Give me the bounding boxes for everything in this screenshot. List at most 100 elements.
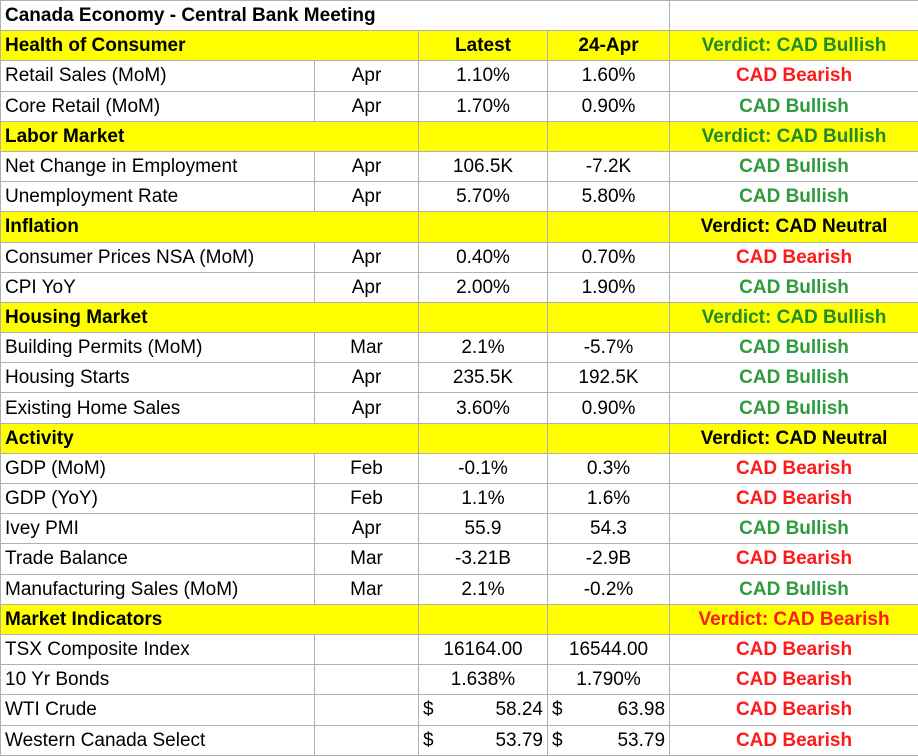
signal-cell: CAD Bullish — [669, 90, 918, 122]
section-verdict: Verdict: CAD Bullish — [669, 301, 918, 334]
column-header-latest: Latest — [418, 30, 548, 62]
previous-value: -2.9B — [546, 543, 671, 575]
previous-value: 192.5K — [546, 362, 671, 394]
period-cell — [314, 664, 419, 696]
period-cell: Apr — [314, 362, 419, 394]
currency-symbol: $ — [423, 699, 434, 721]
section-blank-cell — [418, 211, 548, 243]
section-blank-cell — [546, 422, 671, 454]
section-title: Housing Market — [0, 301, 419, 334]
indicator-name: Core Retail (MoM) — [0, 90, 315, 122]
signal-cell: CAD Bullish — [669, 150, 918, 183]
previous-value: 1.60% — [546, 60, 671, 92]
section-header-row: Activity Verdict: CAD Neutral — [0, 422, 918, 454]
indicator-name: Western Canada Select — [0, 724, 315, 756]
table-row: 10 Yr Bonds 1.638% 1.790% CAD Bearish — [0, 664, 918, 696]
section-header-row: Health of Consumer Latest 24-Apr Verdict: C… — [0, 30, 918, 62]
indicator-name: Trade Balance — [0, 543, 315, 575]
signal-cell: CAD Bearish — [669, 664, 918, 696]
previous-value: 0.90% — [546, 392, 671, 424]
table-row: Housing Starts Apr 235.5K 192.5K CAD Bullish — [0, 362, 918, 394]
latest-value: 1.10% — [418, 60, 548, 92]
signal-cell: CAD Bearish — [669, 543, 918, 575]
section-header-row: Inflation Verdict: CAD Neutral — [0, 211, 918, 243]
table-row: Ivey PMI Apr 55.9 54.3 CAD Bullish — [0, 513, 918, 545]
signal-cell: CAD Bearish — [669, 60, 918, 92]
previous-value: 0.3% — [546, 452, 671, 485]
period-cell: Mar — [314, 332, 419, 364]
section-title: Inflation — [0, 211, 419, 243]
signal-cell: CAD Bearish — [669, 452, 918, 485]
table-row: Western Canada Select $53.79 $53.79 CAD Bea… — [0, 724, 918, 756]
latest-value: 2.00% — [418, 271, 548, 303]
title-row: Canada Economy - Central Bank Meeting — [0, 0, 918, 32]
indicator-name: GDP (YoY) — [0, 482, 315, 515]
latest-value: -3.21B — [418, 543, 548, 575]
signal-cell: CAD Bearish — [669, 241, 918, 273]
signal-cell: CAD Bullish — [669, 513, 918, 545]
period-cell: Apr — [314, 150, 419, 183]
table-row: Net Change in Employment Apr 106.5K -7.2K CA… — [0, 150, 918, 183]
table-row: CPI YoY Apr 2.00% 1.90% CAD Bullish — [0, 271, 918, 303]
latest-value: 2.1% — [418, 573, 548, 605]
section-verdict: Verdict: CAD Bearish — [669, 603, 918, 635]
table-row: GDP (YoY) Feb 1.1% 1.6% CAD Bearish — [0, 482, 918, 515]
table-row: Retail Sales (MoM) Apr 1.10% 1.60% CAD Beari… — [0, 60, 918, 92]
table-row: Manufacturing Sales (MoM) Mar 2.1% -0.2% CAD… — [0, 573, 918, 605]
section-header-row: Labor Market Verdict: CAD Bullish — [0, 120, 918, 152]
indicator-name: Existing Home Sales — [0, 392, 315, 424]
period-cell: Mar — [314, 573, 419, 605]
table-row: TSX Composite Index 16164.00 16544.00 CAD B… — [0, 633, 918, 666]
period-cell — [314, 633, 419, 666]
latest-value: 1.638% — [418, 664, 548, 696]
indicator-name: 10 Yr Bonds — [0, 664, 315, 696]
section-blank-cell — [418, 301, 548, 334]
signal-cell: CAD Bearish — [669, 482, 918, 515]
signal-cell: CAD Bearish — [669, 694, 918, 726]
table-row: Building Permits (MoM) Mar 2.1% -5.7% CAD Bu… — [0, 332, 918, 364]
latest-value: 55.9 — [418, 513, 548, 545]
previous-value: 5.80% — [546, 181, 671, 213]
latest-value-cell: $58.24 — [418, 694, 548, 726]
table-row: Core Retail (MoM) Apr 1.70% 0.90% CAD Bullis… — [0, 90, 918, 122]
section-blank-cell — [546, 211, 671, 243]
indicator-name: Ivey PMI — [0, 513, 315, 545]
latest-value: 1.70% — [418, 90, 548, 122]
currency-symbol: $ — [552, 699, 563, 721]
latest-value: 3.60% — [418, 392, 548, 424]
period-cell: Feb — [314, 452, 419, 485]
previous-value: 0.70% — [546, 241, 671, 273]
previous-value: 54.3 — [546, 513, 671, 545]
table-row: Existing Home Sales Apr 3.60% 0.90% CAD Bull… — [0, 392, 918, 424]
previous-value: 16544.00 — [546, 633, 671, 666]
table-row: Consumer Prices NSA (MoM) Apr 0.40% 0.70% CA… — [0, 241, 918, 273]
section-blank-cell — [546, 301, 671, 334]
currency-symbol: $ — [552, 729, 563, 751]
section-title: Health of Consumer — [0, 30, 419, 62]
latest-value: 5.70% — [418, 181, 548, 213]
table-row: WTI Crude $58.24 $63.98 CAD Bearish — [0, 694, 918, 726]
section-blank-cell — [546, 603, 671, 635]
latest-value-cell: $53.79 — [418, 724, 548, 756]
previous-value: -0.2% — [546, 573, 671, 605]
previous-value: 1.790% — [546, 664, 671, 696]
indicator-name: Consumer Prices NSA (MoM) — [0, 241, 315, 273]
period-cell: Apr — [314, 513, 419, 545]
title-blank-cell — [669, 0, 918, 32]
table-row: GDP (MoM) Feb -0.1% 0.3% CAD Bearish — [0, 452, 918, 485]
section-verdict: Verdict: CAD Neutral — [669, 211, 918, 243]
section-verdict: Verdict: CAD Bullish — [669, 30, 918, 62]
period-cell: Apr — [314, 392, 419, 424]
latest-value: 1.1% — [418, 482, 548, 515]
signal-cell: CAD Bullish — [669, 271, 918, 303]
table-row: Unemployment Rate Apr 5.70% 5.80% CAD Bullis… — [0, 181, 918, 213]
previous-value: -7.2K — [546, 150, 671, 183]
latest-value: 16164.00 — [418, 633, 548, 666]
previous-value-cell: $53.79 — [546, 724, 671, 756]
latest-value: 53.79 — [495, 729, 543, 751]
latest-value: 58.24 — [495, 699, 543, 721]
section-header-row: Market Indicators Verdict: CAD Bearish — [0, 603, 918, 635]
period-cell: Feb — [314, 482, 419, 515]
